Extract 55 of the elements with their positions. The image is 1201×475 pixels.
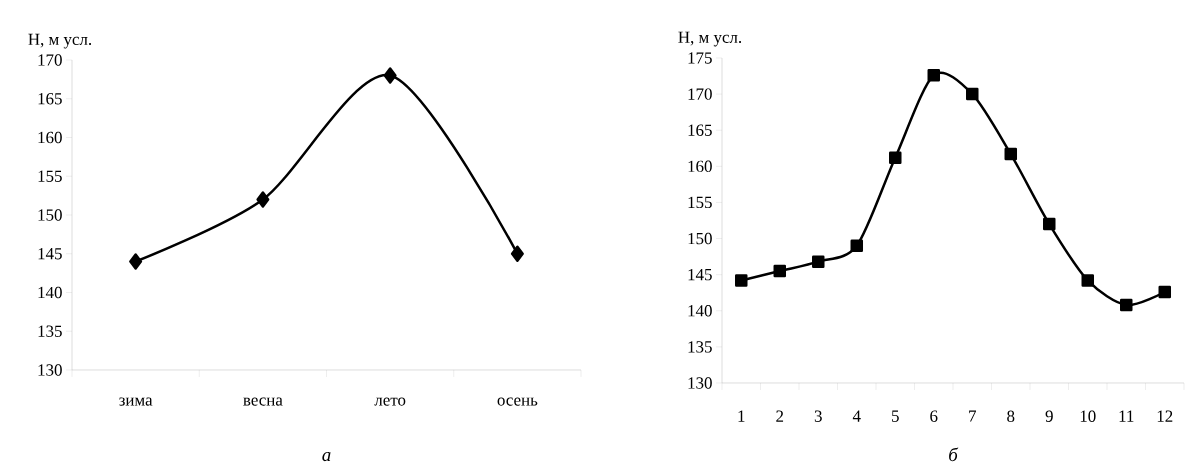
y-tick-label: 135 — [38, 325, 62, 337]
point — [850, 239, 864, 253]
point — [735, 274, 748, 287]
point — [1043, 217, 1056, 231]
point — [1081, 274, 1095, 287]
point — [383, 67, 397, 84]
x-tick-label: 1 — [738, 410, 745, 422]
point — [812, 255, 825, 268]
y-tick-label: 140 — [38, 286, 62, 299]
point — [1120, 298, 1133, 312]
y-tick-label: 135 — [688, 341, 712, 353]
x-tick-label: 10 — [1080, 410, 1096, 422]
y-axis-title: Н, м усл. — [678, 31, 742, 47]
x-tick-label: 9 — [1045, 410, 1053, 422]
x-tick-label: осень — [497, 397, 538, 406]
x-tick-label: лето — [374, 397, 406, 406]
x-tick-label: 5 — [892, 410, 899, 422]
y-tick-label: 130 — [688, 377, 712, 389]
x-tick-label: 4 — [852, 410, 861, 422]
y-tick-label: 165 — [38, 93, 62, 105]
y-tick-label: 165 — [688, 124, 712, 136]
y-tick-label: 155 — [688, 196, 712, 209]
y-tick-label: 160 — [38, 131, 62, 144]
y-tick-label: 160 — [688, 160, 712, 173]
x-tick-label: 7 — [969, 410, 977, 422]
point — [966, 87, 979, 101]
y-tick-label: 140 — [688, 305, 712, 317]
text: а — [322, 452, 331, 462]
point — [129, 253, 143, 270]
point — [256, 191, 270, 208]
point — [1004, 147, 1018, 161]
y-tick-label: 170 — [688, 88, 712, 100]
y-tick-label: 175 — [688, 52, 712, 64]
y-tick-label: 150 — [38, 209, 62, 221]
y-tick-label: 155 — [38, 170, 62, 182]
x-tick-label: 12 — [1157, 410, 1173, 422]
x-tick-label: 2 — [776, 410, 784, 422]
x-tick-label: зима — [119, 397, 153, 406]
point — [773, 264, 787, 278]
y-tick-label: 150 — [688, 232, 712, 245]
x-tick-label: 6 — [930, 410, 938, 422]
point — [1158, 285, 1172, 299]
x-tick-label: 3 — [814, 410, 822, 422]
x-tick-label: 11 — [1119, 410, 1134, 422]
x-tick-label: 8 — [1007, 410, 1015, 422]
text: б — [949, 447, 959, 462]
x-tick-label: весна — [243, 397, 283, 406]
y-tick-label: 130 — [38, 364, 62, 376]
y-tick-label: 145 — [38, 248, 62, 260]
point — [927, 69, 941, 82]
point — [510, 245, 524, 262]
y-tick-label: 170 — [38, 54, 62, 66]
y-tick-label: 145 — [688, 268, 712, 281]
y-axis-title: Н, м усл. — [28, 33, 92, 49]
point — [889, 151, 902, 164]
